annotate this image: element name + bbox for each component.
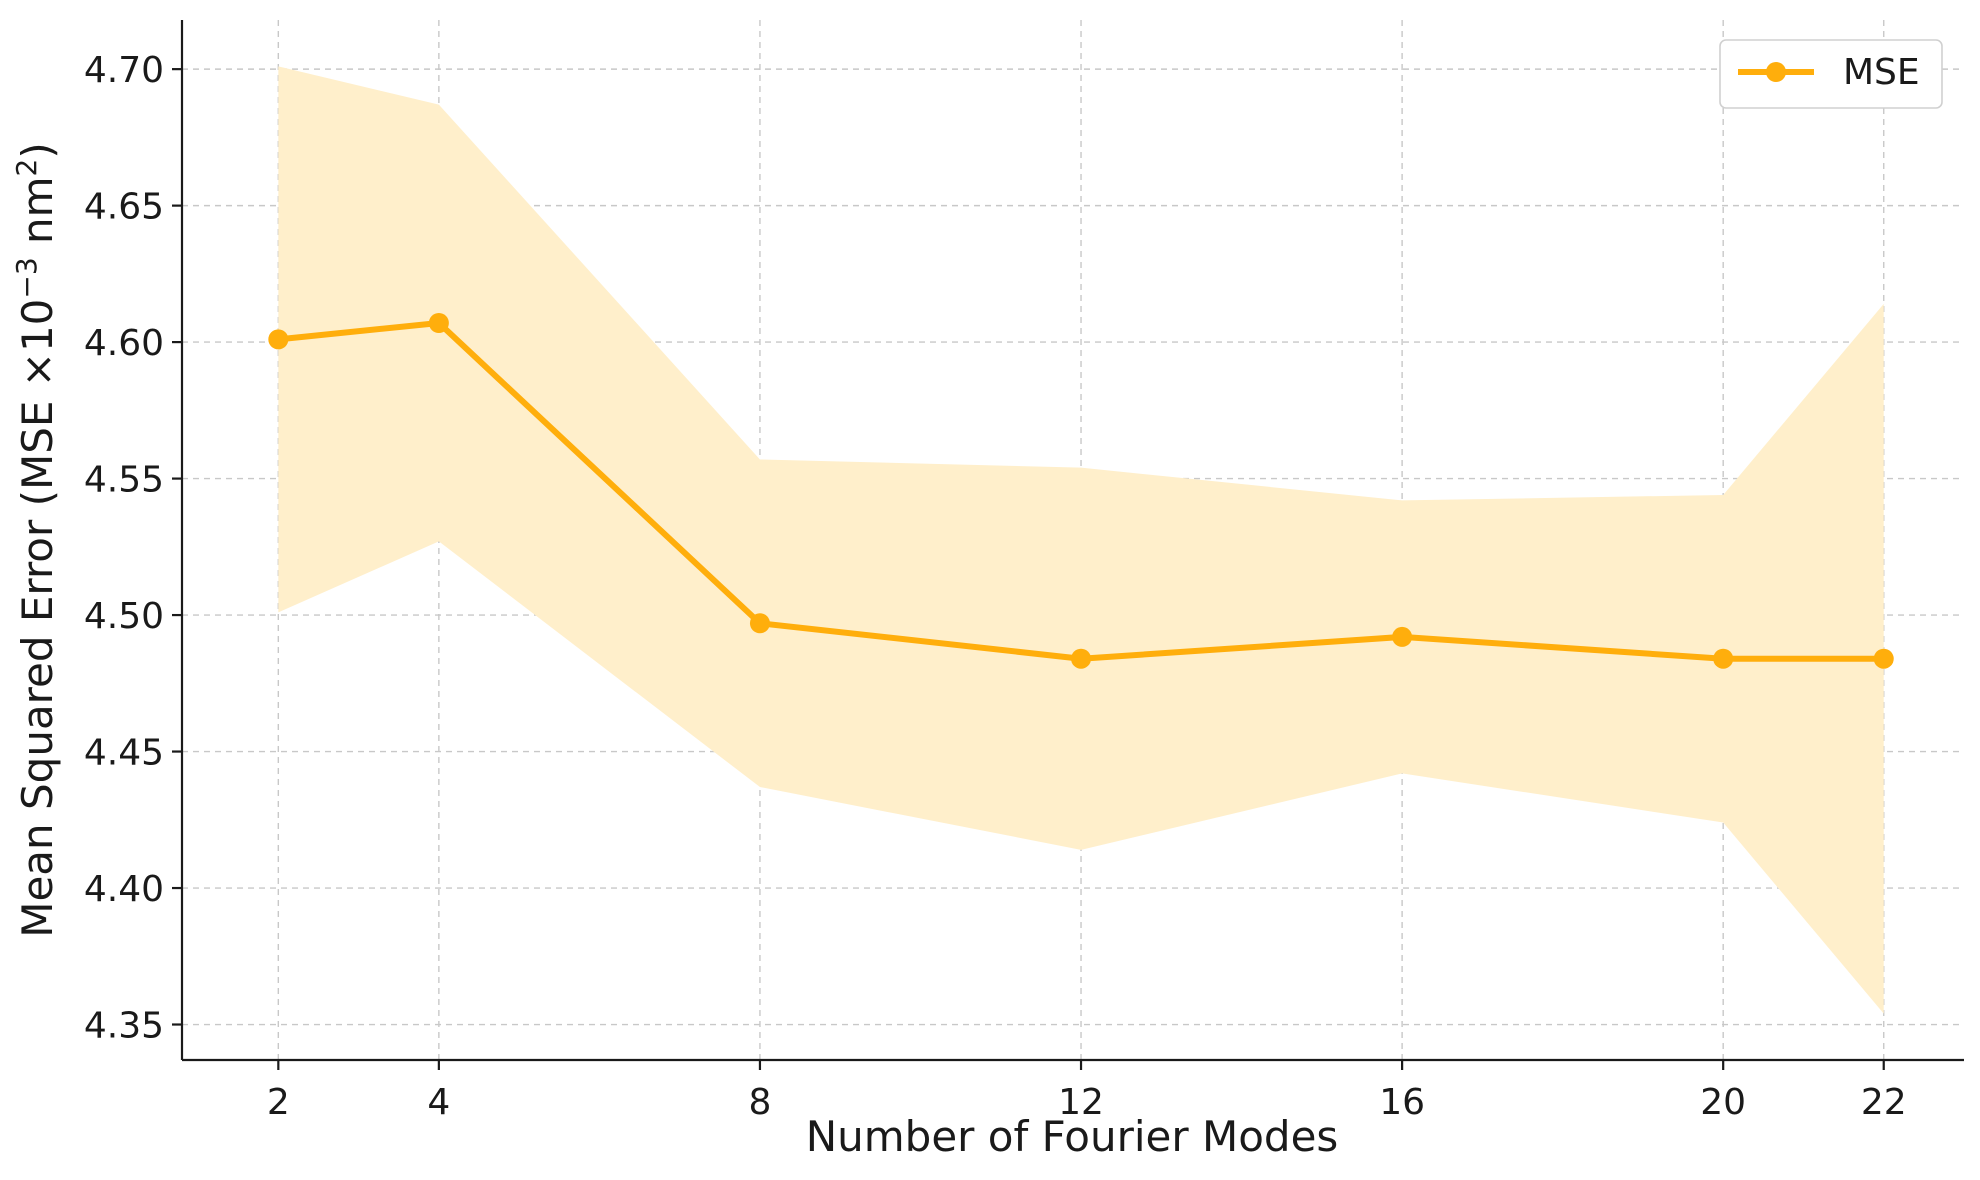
y-tick-label: 4.55 bbox=[84, 460, 164, 501]
x-tick-label: 22 bbox=[1861, 1082, 1907, 1123]
x-tick-label: 2 bbox=[267, 1082, 290, 1123]
y-axis-label: Mean Squared Error (MSE ×10−3 nm2) bbox=[10, 142, 62, 938]
y-tick-labels: 4.35 4.40 4.45 4.50 4.55 4.60 4.65 4.70 bbox=[84, 50, 164, 1046]
points-layer bbox=[268, 312, 1894, 669]
legend: MSE bbox=[1719, 39, 1943, 109]
y-axis-label-mid: nm bbox=[13, 176, 62, 257]
data-point-mse bbox=[1873, 648, 1894, 669]
data-point-mse bbox=[1713, 648, 1734, 669]
y-axis-label-sup1: −3 bbox=[10, 257, 43, 298]
data-point-mse bbox=[749, 613, 770, 634]
y-tick-label: 4.60 bbox=[84, 323, 164, 364]
y-tick-label: 4.45 bbox=[84, 733, 164, 774]
data-point-mse bbox=[268, 329, 289, 350]
legend-label-mse: MSE bbox=[1843, 52, 1920, 93]
y-axis-label-main: Mean Squared Error (MSE ×10 bbox=[13, 299, 62, 938]
y-axis-label-sup2: 2 bbox=[10, 159, 43, 177]
y-tick-label: 4.50 bbox=[84, 596, 164, 637]
x-tick-label: 4 bbox=[427, 1082, 450, 1123]
y-tick-label: 4.35 bbox=[84, 1006, 164, 1047]
x-tick-label: 20 bbox=[1700, 1082, 1746, 1123]
data-point-mse bbox=[428, 312, 449, 333]
x-tick-label: 12 bbox=[1058, 1082, 1104, 1123]
x-tick-label: 16 bbox=[1379, 1082, 1425, 1123]
legend-box bbox=[1719, 39, 1943, 109]
y-tick-label: 4.40 bbox=[84, 869, 164, 910]
axes-layer bbox=[172, 20, 1964, 1070]
data-point-mse bbox=[1071, 648, 1092, 669]
x-tick-label: 8 bbox=[748, 1082, 771, 1123]
legend-marker-swatch bbox=[1766, 62, 1786, 82]
y-tick-label: 4.70 bbox=[84, 50, 164, 91]
confidence-band bbox=[278, 66, 1884, 1014]
x-axis-label: Number of Fourier Modes bbox=[806, 1112, 1339, 1161]
data-point-mse bbox=[1392, 626, 1413, 647]
y-axis-label-end: ) bbox=[13, 142, 62, 158]
x-tick-labels: 2 4 8 12 16 20 22 bbox=[267, 1082, 1907, 1123]
y-tick-label: 4.65 bbox=[84, 187, 164, 228]
